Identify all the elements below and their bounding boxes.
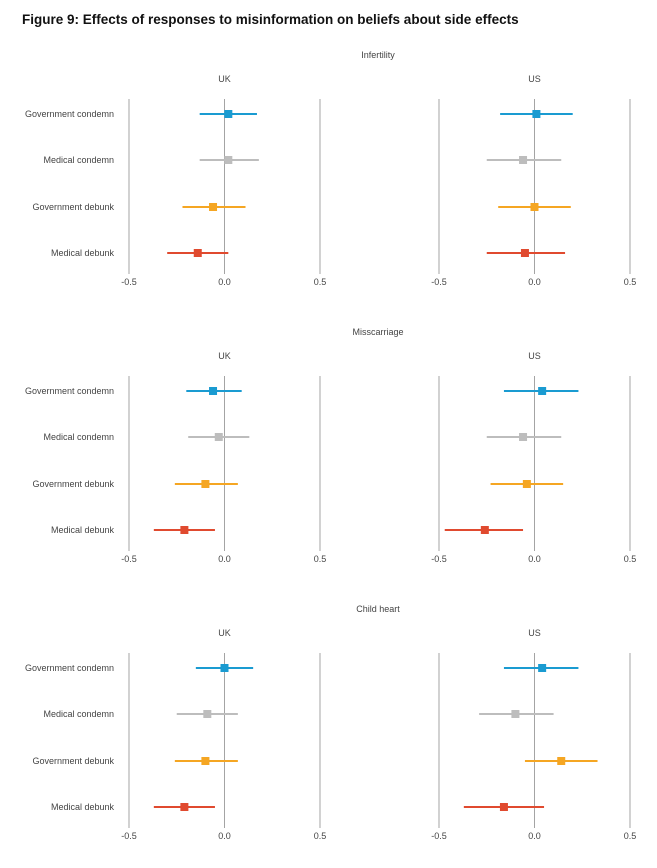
section-title: Child heart (356, 604, 400, 614)
point-estimate (522, 480, 531, 488)
row-label: Medical debunk (51, 248, 115, 258)
row-label: Government condemn (25, 663, 114, 673)
point-estimate (532, 110, 541, 118)
point-estimate (214, 433, 223, 441)
section-title: Infertility (361, 50, 395, 60)
x-tick-label: 0.5 (314, 554, 327, 564)
panel-label: US (528, 351, 541, 361)
panel-label: UK (218, 351, 231, 361)
point-estimate (209, 203, 218, 211)
row-label: Medical condemn (43, 155, 114, 165)
x-tick-label: 0.5 (624, 831, 637, 841)
panel-label: UK (218, 74, 231, 84)
row-label: Government condemn (25, 386, 114, 396)
point-estimate (203, 710, 212, 718)
x-tick-label: 0.5 (314, 277, 327, 287)
row-label: Medical condemn (43, 709, 114, 719)
point-estimate (224, 110, 233, 118)
row-label: Medical condemn (43, 432, 114, 442)
point-estimate (538, 664, 547, 672)
point-estimate (201, 480, 210, 488)
x-tick-label: 0.5 (624, 277, 637, 287)
point-estimate (209, 387, 218, 395)
x-tick-label: -0.5 (121, 831, 137, 841)
x-tick-label: 0.0 (218, 831, 231, 841)
x-tick-label: 0.5 (624, 554, 637, 564)
panel-label: US (528, 628, 541, 638)
point-estimate (557, 757, 566, 765)
point-estimate (538, 387, 547, 395)
x-tick-label: -0.5 (121, 554, 137, 564)
section-title: Misscarriage (352, 327, 403, 337)
point-estimate (511, 710, 520, 718)
row-label: Medical debunk (51, 802, 115, 812)
point-estimate (480, 526, 489, 534)
point-estimate (180, 803, 189, 811)
point-estimate (519, 156, 528, 164)
row-label: Medical debunk (51, 525, 115, 535)
point-estimate (520, 249, 529, 257)
panel-label: UK (218, 628, 231, 638)
x-tick-label: -0.5 (431, 831, 447, 841)
point-estimate (193, 249, 202, 257)
point-estimate (201, 757, 210, 765)
point-estimate (220, 664, 229, 672)
row-label: Government debunk (32, 202, 114, 212)
x-tick-label: 0.5 (314, 831, 327, 841)
point-estimate (499, 803, 508, 811)
x-tick-label: -0.5 (121, 277, 137, 287)
row-label: Government debunk (32, 756, 114, 766)
point-estimate (224, 156, 233, 164)
x-tick-label: -0.5 (431, 277, 447, 287)
figure-title: Figure 9: Effects of responses to misinf… (22, 12, 519, 27)
row-label: Government debunk (32, 479, 114, 489)
x-tick-label: 0.0 (218, 554, 231, 564)
point-estimate (180, 526, 189, 534)
point-estimate (519, 433, 528, 441)
panel-label: US (528, 74, 541, 84)
point-estimate (530, 203, 539, 211)
x-tick-label: 0.0 (218, 277, 231, 287)
x-tick-label: 0.0 (528, 554, 541, 564)
x-tick-label: 0.0 (528, 277, 541, 287)
x-tick-label: -0.5 (431, 554, 447, 564)
x-tick-label: 0.0 (528, 831, 541, 841)
row-label: Government condemn (25, 109, 114, 119)
